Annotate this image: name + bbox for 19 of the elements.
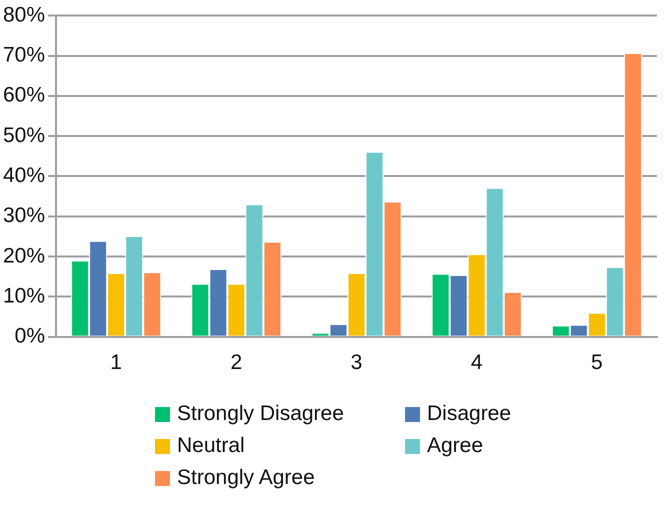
legend-label: Strongly Agree: [177, 466, 315, 490]
x-tick-label: 5: [591, 351, 603, 374]
y-tick-label: 70%: [3, 44, 46, 67]
legend-label: Disagree: [427, 402, 512, 426]
y-tick-label: 40%: [3, 164, 46, 187]
x-tick-label: 2: [230, 351, 242, 374]
legend-label: Neutral: [177, 434, 245, 458]
legend-label: Strongly Disagree: [177, 402, 344, 426]
legend-label: Agree: [427, 434, 484, 458]
y-tick-label: 50%: [3, 124, 46, 147]
x-tick-label: 4: [470, 351, 483, 374]
y-tick-label: 30%: [3, 204, 46, 228]
y-tick-label: 20%: [3, 244, 46, 268]
y-tick-label: 0%: [14, 324, 46, 348]
x-tick-label: 1: [110, 351, 122, 374]
y-tick-label: 80%: [3, 3, 46, 26]
y-tick-label: 10%: [3, 284, 46, 308]
x-tick-label: 3: [350, 351, 362, 374]
y-tick-label: 60%: [3, 84, 46, 107]
